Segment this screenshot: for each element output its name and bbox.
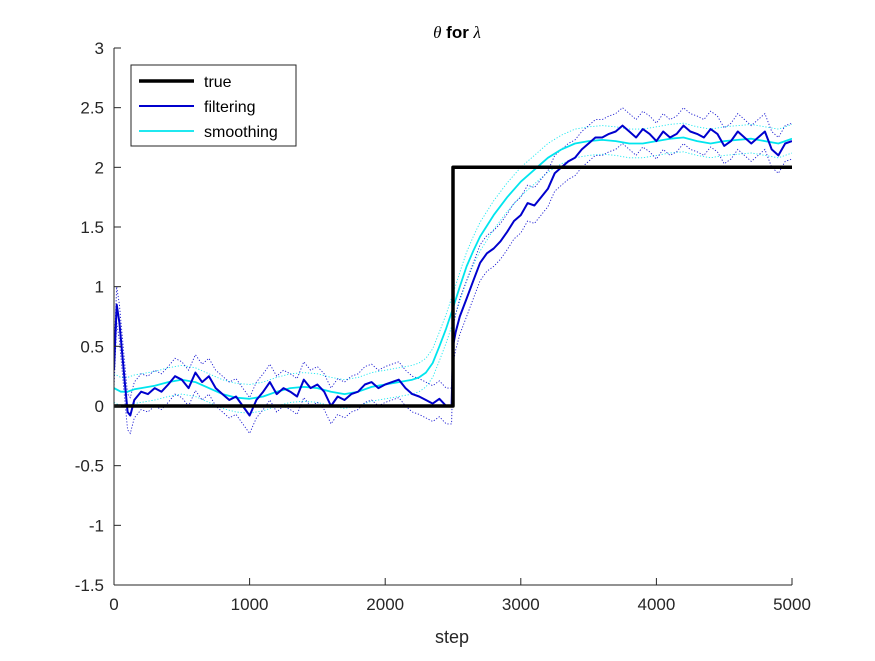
y-tick-label: -1	[89, 516, 104, 535]
y-tick-label: 1.5	[80, 218, 104, 237]
series-layer	[114, 107, 792, 435]
x-axis-label: step	[435, 627, 469, 647]
y-tick-label: 1	[95, 278, 104, 297]
legend: true filtering smoothing	[130, 64, 297, 147]
x-tick-label: 5000	[773, 595, 811, 614]
legend-label-true: true	[204, 74, 232, 91]
x-tick-label: 3000	[502, 595, 540, 614]
y-tick-label: -1.5	[75, 576, 104, 595]
chart-title: θ for λ	[433, 23, 481, 42]
title-symbol-lambda: λ	[473, 23, 481, 42]
y-tick-label: 2	[95, 158, 104, 177]
legend-label-smoothing: smoothing	[204, 124, 278, 141]
x-tick-label: 0	[109, 595, 118, 614]
series-smoothing-line	[114, 136, 792, 400]
y-tick-label: 0	[95, 397, 104, 416]
y-tick-label: -0.5	[75, 457, 104, 476]
series-smoothing-band-upper	[114, 122, 792, 385]
tick-marks	[113, 47, 793, 586]
x-tick-label: 2000	[366, 595, 404, 614]
legend-label-filtering: filtering	[204, 99, 256, 116]
y-tick-label: 2.5	[80, 99, 104, 118]
x-tick-label: 1000	[231, 595, 269, 614]
title-symbol-theta: θ	[433, 23, 441, 42]
series-true-line	[114, 165, 792, 408]
x-tick-label: 4000	[637, 595, 675, 614]
tick-labels: 0 1000 2000 3000 4000 5000 -1.5 -1 -0.5 0 0.5 1 1.5 2…	[75, 39, 811, 614]
title-text: for	[441, 23, 473, 42]
axes	[113, 48, 792, 586]
y-tick-label: 0.5	[80, 337, 104, 356]
y-tick-label: 3	[95, 39, 104, 58]
